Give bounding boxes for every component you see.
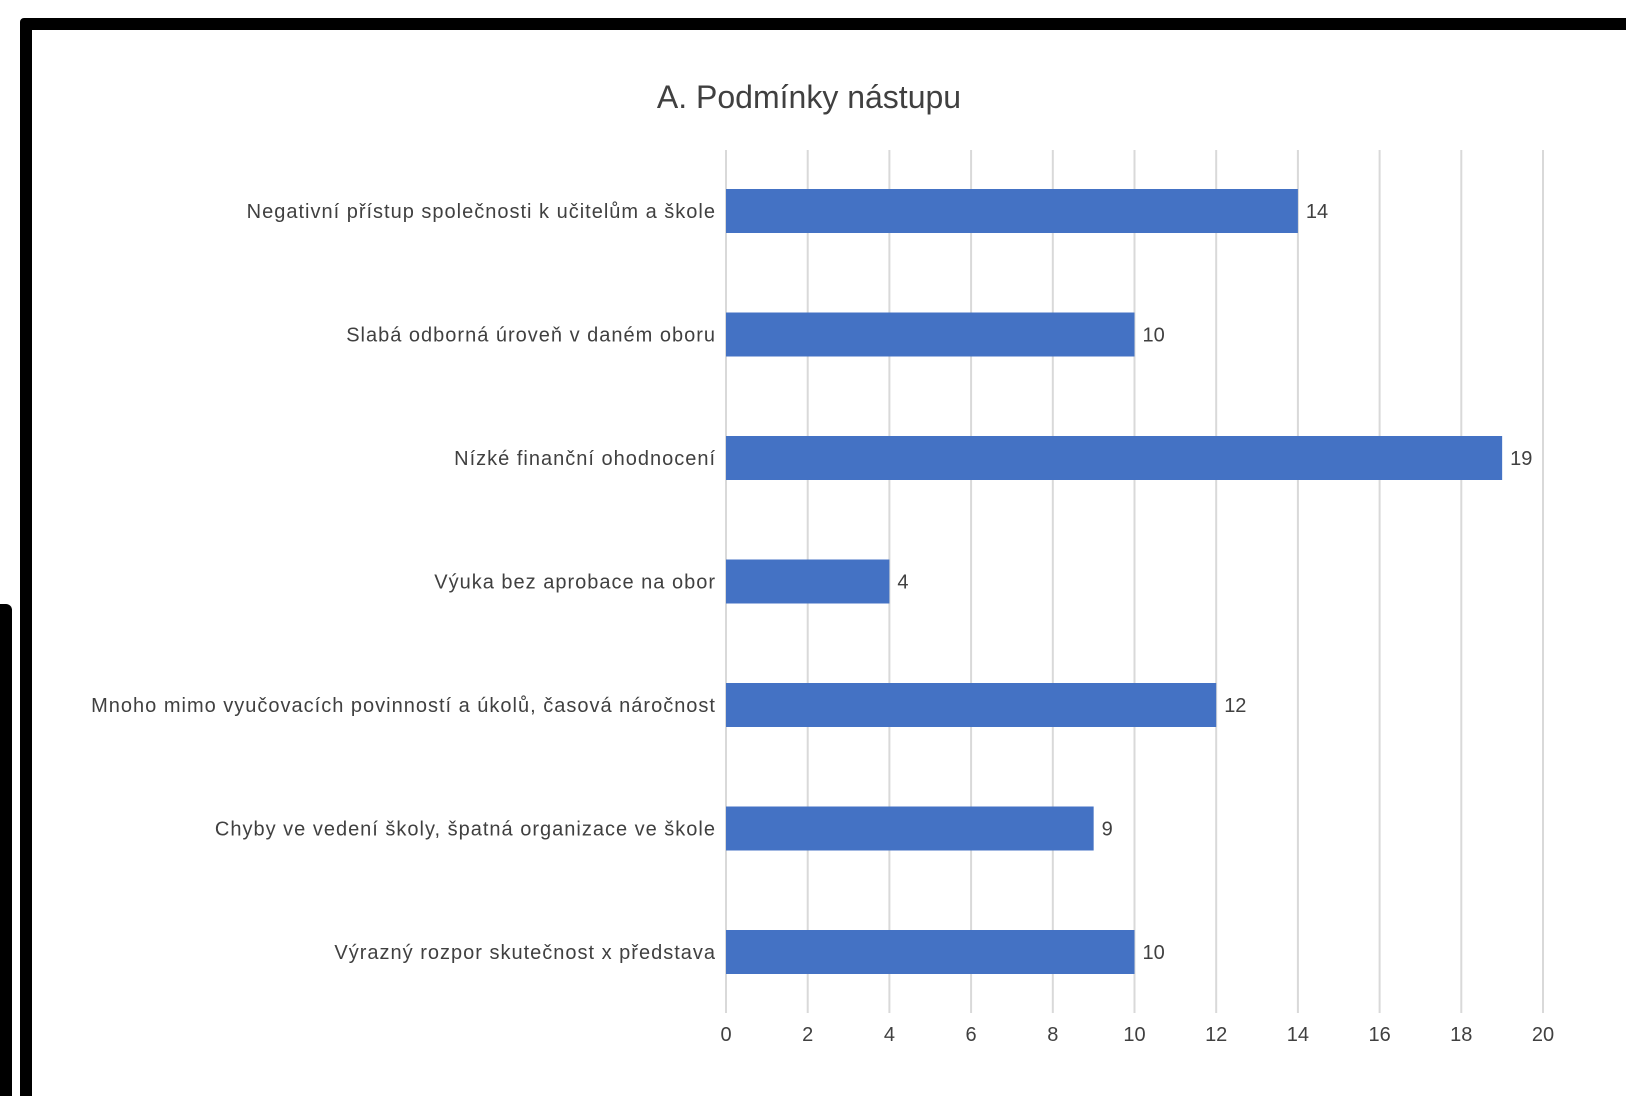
category-label-4: Výuka bez aprobace na obor <box>434 572 716 594</box>
x-tick-label-8: 8 <box>1047 1024 1058 1046</box>
x-tick-label-18: 18 <box>1450 1024 1472 1046</box>
bar-2 <box>726 312 1135 357</box>
data-label-5: 12 <box>1224 695 1246 717</box>
x-tick-label-6: 6 <box>966 1024 977 1046</box>
category-label-2: Slabá odborná úroveň v daném oboru <box>346 325 716 347</box>
category-label-1: Negativní přístup společnosti k učitelům… <box>247 201 716 223</box>
bar-5 <box>726 683 1217 727</box>
bars <box>726 189 1503 974</box>
x-tick-label-2: 2 <box>802 1024 813 1046</box>
x-tick-label-20: 20 <box>1532 1024 1554 1046</box>
data-label-2: 10 <box>1143 325 1165 347</box>
x-axis-ticks: 0 2 4 6 8 10 12 14 16 18 20 <box>720 1024 1554 1046</box>
x-tick-label-16: 16 <box>1368 1024 1390 1046</box>
bar-1 <box>726 189 1298 233</box>
x-tick-label-14: 14 <box>1287 1024 1309 1046</box>
data-label-4: 4 <box>897 572 908 594</box>
category-label-5: Mnoho mimo vyučovacích povinností a úkol… <box>91 695 716 717</box>
chart-title: A. Podmínky nástupu <box>657 79 961 115</box>
x-tick-label-0: 0 <box>720 1024 731 1046</box>
category-label-6: Chyby ve vedení školy, špatná organizace… <box>215 819 716 841</box>
bar-3 <box>726 436 1503 480</box>
category-label-7: Výrazný rozpor skutečnost x představa <box>334 942 716 964</box>
category-labels: Negativní přístup společnosti k učitelům… <box>91 201 716 964</box>
background-frame-edge <box>0 604 12 1096</box>
bar-7 <box>726 930 1135 974</box>
gridlines <box>725 150 1544 1013</box>
x-tick-label-4: 4 <box>884 1024 895 1046</box>
x-tick-label-12: 12 <box>1205 1024 1227 1046</box>
data-label-3: 19 <box>1510 448 1532 470</box>
x-tick-label-10: 10 <box>1123 1024 1145 1046</box>
category-label-3: Nízké finanční ohodnocení <box>454 448 716 470</box>
data-label-7: 10 <box>1143 942 1165 964</box>
data-labels: 14 10 19 4 12 9 10 <box>897 201 1532 964</box>
bar-6 <box>726 806 1094 851</box>
data-label-6: 9 <box>1102 819 1113 841</box>
data-label-1: 14 <box>1306 201 1328 223</box>
bar-4 <box>726 559 890 604</box>
